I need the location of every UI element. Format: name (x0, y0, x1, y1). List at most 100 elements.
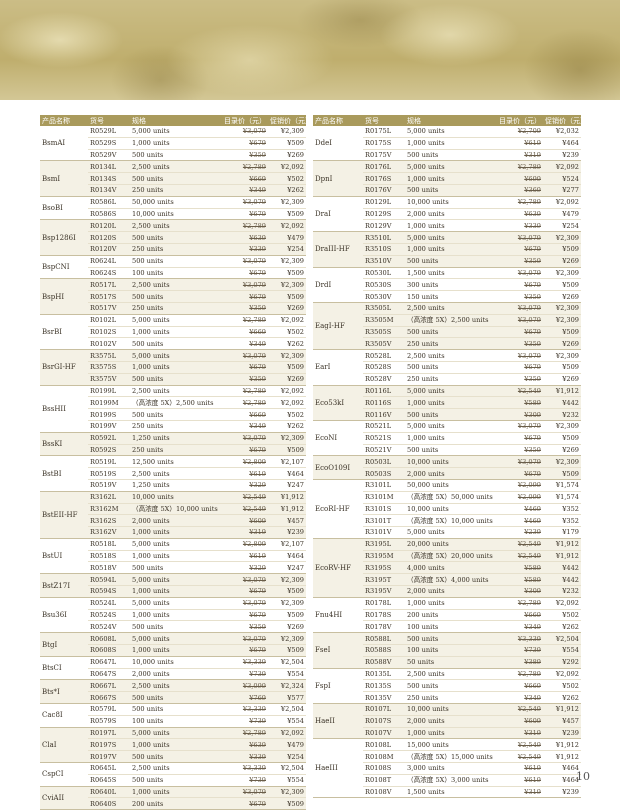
table-row: R3575V 500 units ¥359 ¥269 (40, 373, 306, 386)
product-code: R0647L (88, 656, 130, 669)
product-code: R0519L (88, 455, 130, 469)
product-spec: 200 units (405, 609, 493, 622)
product-name: BsmAI (40, 126, 88, 162)
table-row: R0586S 10,000 units ¥679 ¥509 (40, 208, 306, 221)
product-spec: 5,000 units (130, 597, 218, 610)
table-row: BsoBI R0586L 50,000 units ¥3,079 ¥2,309 (40, 196, 306, 221)
product-code: R0521V (363, 444, 405, 457)
product-spec: （高浓度 5X）4,000 units (405, 573, 493, 587)
list-price: ¥3,099 (218, 679, 268, 693)
promo-price: ¥2,309 (543, 314, 581, 327)
product-name: EcoRV-HF (313, 538, 363, 598)
product-code: R0608S (88, 644, 130, 657)
product-code: R0129V (363, 219, 405, 233)
product-name: CspCI (40, 762, 88, 787)
table-row: R0108M （高浓度 5X）15,000 units ¥2,549 ¥1,912 (313, 750, 581, 764)
product-code: R0178L (363, 597, 405, 610)
product-spec: （高浓度 5X）10,000 units (405, 514, 493, 528)
promo-price: ¥269 (268, 620, 306, 634)
table-row: CviAII R0640L 1,000 units ¥3,079 ¥2,309 (40, 786, 306, 810)
promo-price: ¥352 (543, 503, 581, 516)
product-code: R3101T (363, 514, 405, 528)
product-spec: 5,000 units (405, 420, 493, 433)
product-code: R0108S (363, 762, 405, 775)
table-row: FseI R0588L 500 units ¥3,339 ¥2,504 (313, 632, 581, 669)
list-price: ¥3,079 (493, 267, 543, 280)
table-row: BssKI R0592L 1,250 units ¥3,079 ¥2,309 (40, 432, 306, 457)
list-price: ¥349 (493, 620, 543, 634)
product-name: EagI-HF (313, 302, 363, 351)
product-code: R0517S (88, 290, 130, 303)
product-spec: 5,000 units (130, 538, 218, 551)
product-code: R0579L (88, 703, 130, 716)
product-code: R0197S (88, 738, 130, 752)
product-name: EarI (313, 349, 363, 386)
list-price: ¥679 (218, 585, 268, 598)
list-price: ¥669 (218, 408, 268, 421)
product-code: R3510S (363, 243, 405, 256)
list-price: ¥589 (493, 573, 543, 587)
product-name: EcoRI-HF (313, 479, 363, 539)
table-row: R0134V 250 units ¥349 ¥262 (40, 184, 306, 197)
header-spec: 规格 (405, 115, 493, 126)
table-row: R0530S 300 units ¥679 ¥509 (313, 278, 581, 292)
product-spec: 1,500 units (405, 267, 493, 280)
promo-price: ¥442 (543, 396, 581, 410)
product-code: R0108T (363, 774, 405, 787)
product-spec: 2,500 units (130, 762, 218, 775)
list-price: ¥679 (218, 609, 268, 622)
header-spec: 规格 (130, 115, 218, 126)
product-spec: 5,000 units (130, 314, 218, 327)
promo-price: ¥2,504 (268, 762, 306, 775)
product-code: R3101V (363, 526, 405, 539)
product-code: R3162L (88, 491, 130, 504)
product-name: BsrGI-HF (40, 349, 88, 386)
product-code: R3195L (363, 538, 405, 551)
product-spec: 5,000 units (405, 385, 493, 398)
table-row: R0518S 1,000 units ¥619 ¥464 (40, 550, 306, 563)
list-price: ¥359 (493, 444, 543, 457)
product-code: R0199V (88, 420, 130, 433)
list-price: ¥2,809 (218, 538, 268, 551)
table-row: Bsu36I R0524L 5,000 units ¥3,079 ¥2,309 (40, 597, 306, 634)
list-price: ¥389 (493, 656, 543, 669)
product-spec: （高浓度 5X）10,000 units (130, 503, 218, 516)
table-row: BsrBI R0102L 5,000 units ¥2,789 ¥2,092 (40, 314, 306, 351)
product-code: R0528L (363, 349, 405, 362)
product-spec: 50 units (405, 656, 493, 669)
table-row: DrdI R0530L 1,500 units ¥3,079 ¥2,309 (313, 267, 581, 303)
product-code: R0102S (88, 326, 130, 339)
list-price: ¥639 (218, 231, 268, 244)
promo-price: ¥1,912 (543, 385, 581, 398)
table-row: EagI-HF R3505L 2,500 units ¥3,079 ¥2,309 (313, 302, 581, 351)
product-spec: 500 units (130, 561, 218, 575)
product-spec: 2,500 units (130, 278, 218, 292)
table-row: R0503S 2,000 units ¥679 ¥509 (313, 467, 581, 480)
product-name: BsmI (40, 160, 88, 197)
table-row: R0199M （高浓度 5X）2,500 units ¥2,789 ¥2,092 (40, 396, 306, 410)
list-price: ¥679 (218, 797, 268, 810)
product-code: R3575S (88, 361, 130, 374)
product-code: R3510L (363, 231, 405, 244)
list-price: ¥3,079 (493, 455, 543, 469)
list-price: ¥3,079 (218, 432, 268, 445)
product-code: R0107V (363, 727, 405, 740)
promo-price: ¥509 (543, 243, 581, 256)
product-spec: 500 units (130, 149, 218, 162)
promo-price: ¥2,309 (543, 302, 581, 315)
product-code: R0116V (363, 408, 405, 421)
product-spec: （高浓度 5X）2,500 units (405, 314, 493, 327)
table-row: R0197V 500 units ¥339 ¥254 (40, 750, 306, 764)
product-spec: 1,000 units (405, 432, 493, 445)
list-price: ¥669 (493, 679, 543, 693)
promo-price: ¥254 (268, 243, 306, 256)
product-code: R0517L (88, 278, 130, 292)
header-name: 产品名称 (40, 115, 88, 126)
table-row: R0176V 500 units ¥369 ¥277 (313, 184, 581, 197)
header-code: 货号 (88, 115, 130, 126)
table-row: R3162V 1,000 units ¥319 ¥239 (40, 526, 306, 539)
product-spec: 500 units (130, 620, 218, 634)
list-price: ¥669 (493, 609, 543, 622)
table-row: EcoO109I R0503L 10,000 units ¥3,079 ¥2,309 (313, 455, 581, 480)
promo-price: ¥2,032 (543, 126, 581, 138)
